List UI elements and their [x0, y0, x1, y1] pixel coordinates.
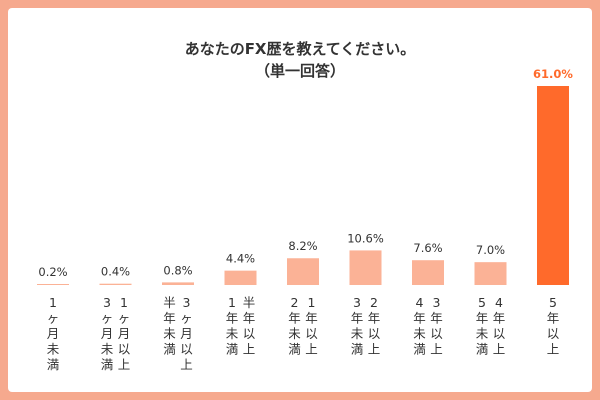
bar-7: [474, 262, 507, 285]
category-label-4-1: 2 年未満: [288, 295, 301, 357]
value-label-0: 0.2%: [38, 265, 67, 279]
category-label-4-0: 1 年以上: [305, 295, 318, 357]
category-label-3-0: 半年以上: [243, 295, 256, 357]
chart-panel: [8, 8, 592, 392]
category-label-7-1: 5 年未満: [476, 295, 489, 357]
category-label-2-1: 半年未満: [163, 295, 176, 357]
value-label-2: 0.8%: [163, 263, 192, 277]
category-label-5-1: 3 年未満: [351, 295, 364, 357]
bar-3: [224, 270, 257, 285]
value-label-6: 7.6%: [413, 241, 442, 255]
category-label-8-0: 5 年以上: [547, 295, 560, 357]
category-label-1-0: 1 ヶ月以上: [118, 295, 131, 372]
category-label-2-0: 3 ヶ月以上: [180, 295, 193, 372]
category-label-3-1: 1 年未満: [226, 295, 239, 357]
value-label-5: 10.6%: [347, 231, 384, 245]
chart-title: あなたのFX歴を教えてください。: [184, 40, 416, 58]
bar-4: [287, 258, 319, 285]
chart-subtitle: （単一回答）: [254, 62, 345, 80]
category-label-5-0: 2 年以上: [368, 295, 381, 357]
category-label-7-0: 4 年以上: [493, 295, 506, 357]
bar-8: [537, 86, 569, 285]
bar-5: [349, 250, 382, 285]
value-label-7: 7.0%: [476, 243, 505, 257]
bar-6: [412, 260, 444, 285]
category-label-6-0: 3 年以上: [430, 295, 443, 357]
bar-1: [99, 283, 132, 285]
chart-title-block: あなたのFX歴を教えてください。 （単一回答）: [0, 38, 600, 82]
category-label-1-1: 3 ヶ月未満: [101, 295, 114, 372]
category-label-6-1: 4 年未満: [413, 295, 426, 357]
value-label-1: 0.4%: [101, 265, 130, 279]
value-label-8: 61.0%: [533, 67, 573, 81]
bar-0: [37, 284, 69, 285]
category-label-0-0: 1 ヶ月未満: [47, 295, 60, 372]
value-label-3: 4.4%: [226, 252, 255, 266]
bar-2: [162, 282, 194, 285]
value-label-4: 8.2%: [288, 239, 317, 253]
